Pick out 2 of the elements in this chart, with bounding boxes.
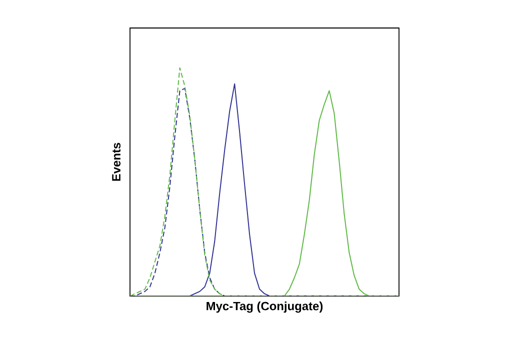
x-axis-title: Myc-Tag (Conjugate) [206, 302, 323, 313]
y-axis-title: Events [112, 142, 120, 181]
